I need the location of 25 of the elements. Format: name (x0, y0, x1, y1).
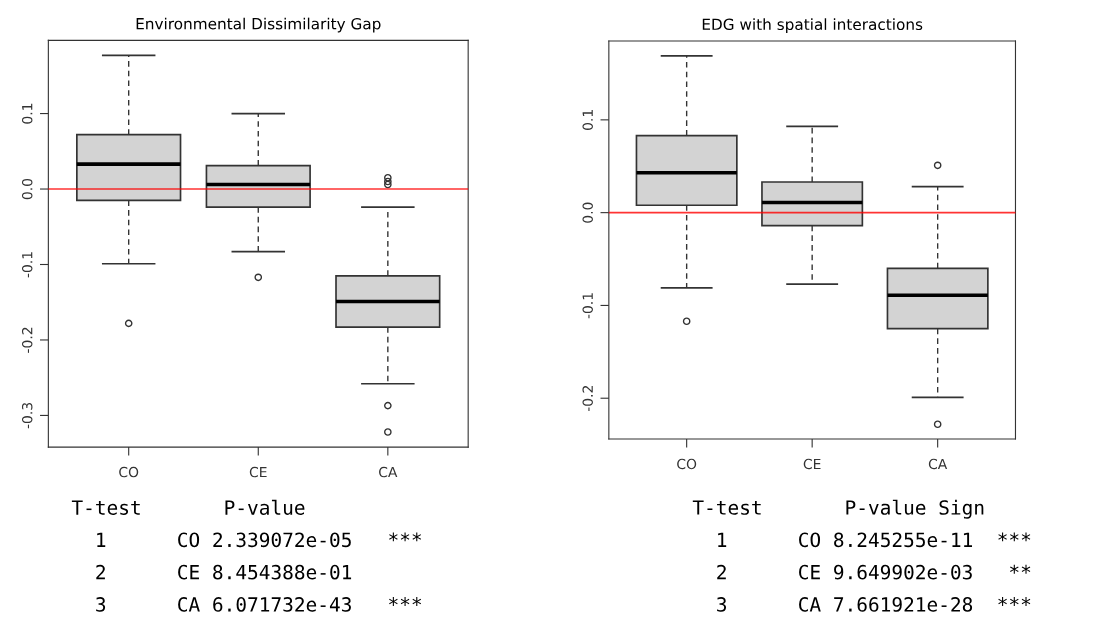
y-tick-label: 0.1 (582, 110, 593, 130)
y-tick-label: -0.3 (21, 402, 33, 429)
chart-title: EDG with spatial interactions (702, 18, 923, 34)
text: 2 CE 8.454388e-01 (96, 564, 352, 580)
x-tick-label: CE (249, 466, 267, 478)
x-tick-label: CE (803, 458, 821, 470)
y-tick-label: 0.0 (582, 202, 593, 223)
x-tick-label: CA (928, 458, 948, 470)
chart-title: Environmental Dissimilarity Gap (136, 17, 381, 33)
y-tick-label: 0.1 (21, 103, 33, 124)
x-tick-label: CO (677, 458, 697, 470)
text: T-test P-value (71, 499, 305, 515)
text: T-test P-value Sign (692, 499, 984, 519)
text: 1 CO 8.245255e-11 *** (718, 532, 1031, 548)
x-tick-label: CO (119, 466, 139, 478)
y-tick-label: 0.0 (21, 178, 33, 200)
y-tick-label: -0.1 (582, 293, 593, 319)
x-tick-label: CA (379, 466, 398, 478)
text: 2 CE 9.649902e-03 ** (717, 564, 1031, 580)
y-tick-label: -0.2 (21, 327, 33, 353)
y-tick-label: -0.1 (21, 252, 33, 278)
y-tick-label: -0.2 (582, 386, 593, 412)
text: 3 CA 6.071732e-43 *** (96, 597, 422, 612)
text: 1 CO 2.339072e-05 *** (97, 532, 422, 548)
text: 3 CA 7.661921e-28 *** (717, 597, 1031, 612)
